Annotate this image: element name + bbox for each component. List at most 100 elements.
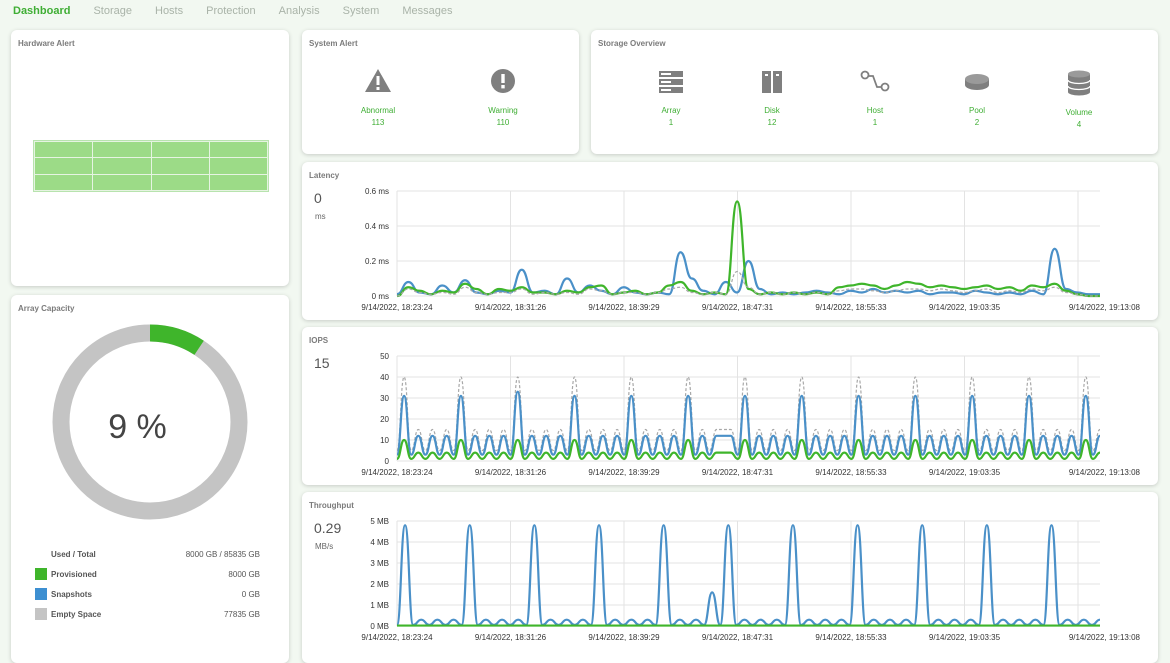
array-icon: [659, 71, 683, 93]
x-tick-label: 9/14/2022, 18:47:31: [702, 468, 774, 477]
hardware-slot[interactable]: [35, 158, 93, 174]
disk-count: 12: [767, 118, 777, 127]
legend-swatch: [35, 608, 47, 620]
warning-alert[interactable]: Warning 110: [458, 68, 548, 127]
y-tick-label: 3 MB: [370, 559, 389, 568]
overview-array[interactable]: Array 1: [626, 70, 716, 127]
array-label: Array: [661, 106, 681, 115]
warning-count: 110: [496, 118, 510, 127]
capacity-legend-row: Empty Space 77835 GB: [35, 608, 260, 620]
series-line: [395, 390, 1101, 456]
x-tick-label: 9/14/2022, 18:23:24: [361, 633, 433, 642]
hardware-slot[interactable]: [35, 142, 93, 158]
hardware-slot[interactable]: [93, 158, 151, 174]
y-tick-label: 4 MB: [370, 538, 389, 547]
legend-value: 77835 GB: [223, 609, 260, 619]
x-tick-label: 9/14/2022, 18:31:26: [475, 468, 547, 477]
y-tick-label: 20: [380, 415, 389, 424]
iops-current-value: 15: [314, 355, 330, 371]
capacity-percent: 9 %: [108, 408, 167, 446]
latency-title: Latency: [309, 171, 340, 180]
latency-unit: ms: [315, 212, 326, 221]
throughput-current-value: 0.29: [314, 520, 342, 536]
hardware-slot[interactable]: [151, 158, 209, 174]
latency-current-value: 0: [314, 190, 322, 206]
legend-value: 8000 GB: [228, 569, 260, 579]
series-line: [395, 524, 1101, 627]
legend-value: 0 GB: [241, 589, 260, 599]
hardware-slot[interactable]: [151, 142, 209, 158]
hardware-slot[interactable]: [209, 158, 267, 174]
y-tick-label: 40: [380, 373, 389, 382]
disk-label: Disk: [764, 106, 780, 115]
warning-triangle-icon: [365, 69, 391, 92]
hardware-slot[interactable]: [93, 142, 151, 158]
nav-tab-dashboard[interactable]: Dashboard: [13, 5, 71, 17]
x-tick-label: 9/14/2022, 18:55:33: [815, 303, 887, 312]
system-alert-title: System Alert: [309, 39, 358, 48]
abnormal-alert[interactable]: Abnormal 113: [333, 68, 423, 127]
series-line: [396, 200, 1100, 298]
x-tick-label: 9/14/2022, 19:13:08: [1069, 303, 1141, 312]
overview-disk[interactable]: Disk 12: [727, 70, 817, 127]
x-tick-label: 9/14/2022, 18:31:26: [475, 633, 547, 642]
x-tick-label: 9/14/2022, 19:13:08: [1069, 633, 1141, 642]
legend-value: 8000 GB / 85835 GB: [185, 549, 260, 559]
x-tick-label: 9/14/2022, 18:47:31: [702, 303, 774, 312]
y-tick-label: 50: [380, 352, 389, 361]
x-tick-label: 9/14/2022, 18:55:33: [815, 468, 887, 477]
host-label: Host: [866, 106, 884, 115]
hardware-alert-panel: Hardware Alert: [11, 30, 289, 286]
overview-host[interactable]: Host 1: [830, 70, 920, 127]
nav-tab-messages[interactable]: Messages: [402, 5, 453, 17]
y-tick-label: 5 MB: [370, 517, 389, 526]
hardware-alert-title: Hardware Alert: [18, 39, 75, 48]
nav-tab-storage[interactable]: Storage: [93, 5, 132, 17]
legend-swatch: [35, 588, 47, 600]
host-count: 1: [872, 118, 878, 127]
volume-count: 4: [1076, 120, 1082, 129]
capacity-legend-row: Provisioned 8000 GB: [35, 568, 260, 580]
x-tick-label: 9/14/2022, 18:23:24: [361, 303, 433, 312]
hardware-status-grid[interactable]: [33, 140, 269, 192]
throughput-unit: MB/s: [315, 542, 334, 551]
hardware-slot[interactable]: [35, 174, 93, 190]
x-tick-label: 9/14/2022, 18:55:33: [815, 633, 887, 642]
nav-tab-analysis[interactable]: Analysis: [278, 5, 320, 17]
x-tick-label: 9/14/2022, 18:39:29: [588, 468, 660, 477]
y-tick-label: 30: [380, 394, 389, 403]
warning-label: Warning: [488, 106, 518, 115]
y-tick-label: 0.2 ms: [365, 257, 389, 266]
nav-tab-protection[interactable]: Protection: [206, 5, 256, 17]
x-tick-label: 9/14/2022, 19:13:08: [1069, 468, 1141, 477]
legend-label: Empty Space: [51, 609, 102, 619]
y-tick-label: 0 ms: [372, 292, 389, 301]
overview-volume[interactable]: Volume 4: [1034, 70, 1124, 129]
storage-overview-panel: Storage Overview Array 1 Disk 12 Host 1: [591, 30, 1158, 154]
x-tick-label: 9/14/2022, 18:31:26: [475, 303, 547, 312]
hardware-slot[interactable]: [93, 174, 151, 190]
abnormal-label: Abnormal: [360, 106, 396, 115]
hardware-slot[interactable]: [209, 142, 267, 158]
nav-tab-system[interactable]: System: [342, 5, 380, 17]
x-tick-label: 9/14/2022, 18:23:24: [361, 468, 433, 477]
pool-icon: [965, 74, 989, 90]
series-line: [396, 247, 1100, 296]
overview-pool[interactable]: Pool 2: [932, 70, 1022, 127]
y-tick-label: 0 MB: [370, 622, 389, 631]
x-tick-label: 9/14/2022, 18:39:29: [588, 303, 660, 312]
iops-panel: IOPS 15: [302, 327, 1158, 485]
y-tick-label: 0.6 ms: [365, 187, 389, 196]
legend-label: Provisioned: [51, 569, 97, 579]
hardware-slot[interactable]: [209, 174, 267, 190]
system-alert-panel: System Alert Abnormal 113 Warning 110: [302, 30, 579, 154]
series-line: [396, 270, 1100, 297]
hardware-slot[interactable]: [151, 174, 209, 190]
host-icon: [860, 70, 890, 92]
pool-label: Pool: [968, 106, 985, 115]
legend-swatch: [35, 568, 47, 580]
capacity-legend-row: Snapshots 0 GB: [35, 588, 260, 600]
storage-overview-title: Storage Overview: [598, 39, 666, 48]
nav-tab-hosts[interactable]: Hosts: [155, 5, 184, 17]
